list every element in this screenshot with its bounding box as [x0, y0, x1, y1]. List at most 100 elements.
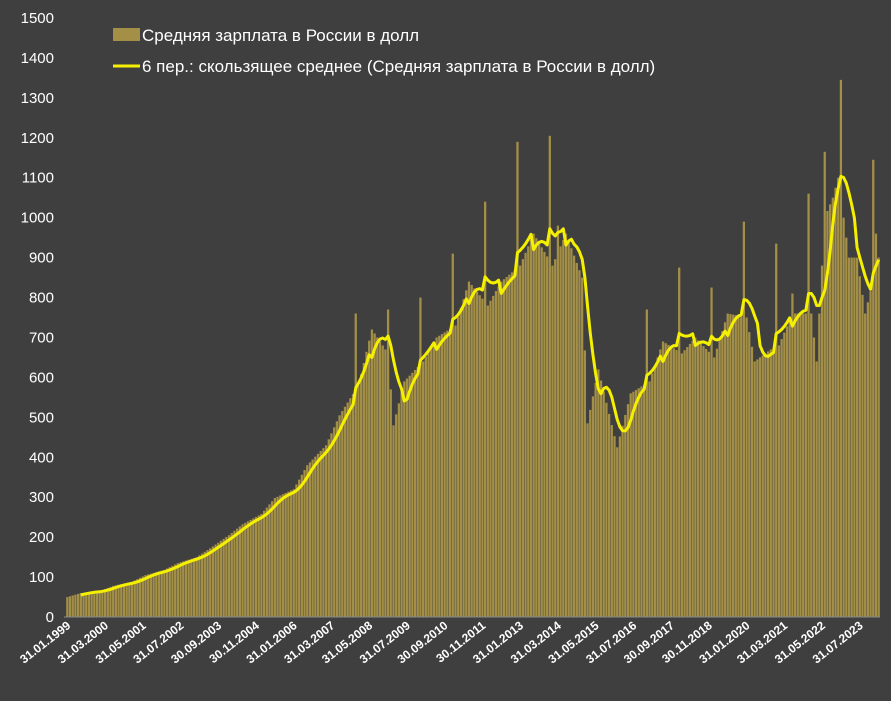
bar	[430, 347, 433, 617]
bar	[217, 542, 220, 617]
bar	[613, 436, 616, 617]
bar	[378, 341, 382, 617]
bar	[850, 257, 853, 617]
bar	[324, 445, 328, 617]
bar	[537, 242, 541, 617]
bar	[669, 346, 673, 617]
legend-bar-swatch	[113, 28, 140, 41]
bar	[769, 349, 772, 617]
bar	[155, 572, 158, 617]
legend-bar-label: Средняя зарплата в России в долл	[142, 26, 419, 45]
bar	[688, 343, 692, 617]
bar	[384, 349, 387, 617]
y-tick-label: 0	[46, 609, 54, 626]
bar	[451, 253, 454, 617]
bar	[718, 339, 721, 617]
bar	[820, 265, 824, 617]
bar	[540, 247, 543, 617]
bar	[551, 265, 554, 617]
bar	[764, 353, 767, 617]
bar	[605, 402, 608, 617]
bar	[788, 319, 791, 617]
bar	[303, 470, 306, 617]
bar	[775, 243, 778, 617]
bar	[395, 414, 398, 617]
bar	[376, 337, 379, 617]
bar	[696, 340, 700, 617]
y-tick-label: 800	[29, 290, 54, 307]
y-tick-label: 300	[29, 489, 54, 506]
bar	[637, 388, 640, 617]
bar	[136, 579, 139, 617]
y-tick-label: 600	[29, 369, 54, 386]
bar	[171, 565, 174, 617]
bar	[532, 233, 535, 617]
bar	[683, 350, 686, 617]
bar	[624, 414, 627, 617]
bar	[486, 305, 489, 617]
bar	[842, 217, 845, 617]
bar	[750, 346, 754, 617]
bar	[373, 333, 376, 617]
bar	[308, 462, 312, 617]
bar	[349, 398, 352, 617]
bar	[572, 255, 576, 617]
bar	[165, 568, 169, 617]
bar	[424, 356, 427, 617]
bar	[731, 314, 735, 617]
bar	[440, 334, 444, 617]
bar	[829, 204, 832, 617]
bar	[756, 359, 759, 617]
bar	[853, 257, 856, 617]
bar	[839, 79, 843, 617]
bar	[872, 159, 875, 617]
bar	[341, 411, 344, 617]
bar	[626, 404, 630, 617]
bar	[365, 351, 368, 617]
bar	[254, 516, 258, 617]
bar	[351, 393, 355, 617]
bar	[562, 240, 565, 617]
bar	[241, 524, 244, 617]
bar	[106, 587, 109, 617]
bar	[200, 553, 204, 617]
bar	[338, 415, 341, 617]
bar	[389, 389, 392, 617]
bar	[268, 504, 271, 617]
bar	[564, 233, 568, 617]
bar	[281, 494, 285, 617]
bar	[370, 329, 374, 617]
bar	[432, 342, 436, 617]
bar	[510, 272, 514, 617]
bar	[877, 257, 880, 617]
bar	[723, 322, 727, 617]
bar	[793, 313, 797, 617]
bar	[607, 413, 611, 617]
bar	[699, 343, 702, 617]
bar	[176, 563, 179, 617]
bar	[556, 225, 560, 618]
bar	[845, 237, 848, 617]
bar	[529, 240, 533, 617]
bar	[508, 274, 511, 617]
bar	[144, 575, 147, 617]
bar	[597, 369, 600, 617]
bar	[524, 252, 527, 618]
bar	[815, 361, 818, 617]
bar	[82, 592, 85, 617]
bar	[570, 248, 573, 617]
y-tick-label: 700	[29, 329, 54, 346]
bar	[772, 348, 775, 617]
bar	[818, 313, 821, 617]
bar	[446, 330, 449, 617]
bar	[386, 309, 390, 617]
bar	[664, 343, 667, 617]
y-tick-label: 1000	[21, 210, 54, 227]
bar	[715, 348, 719, 617]
bar	[249, 519, 252, 617]
bar	[405, 378, 409, 617]
bar	[198, 555, 201, 617]
bar	[675, 350, 678, 617]
bar	[103, 588, 107, 617]
bar	[516, 141, 519, 617]
